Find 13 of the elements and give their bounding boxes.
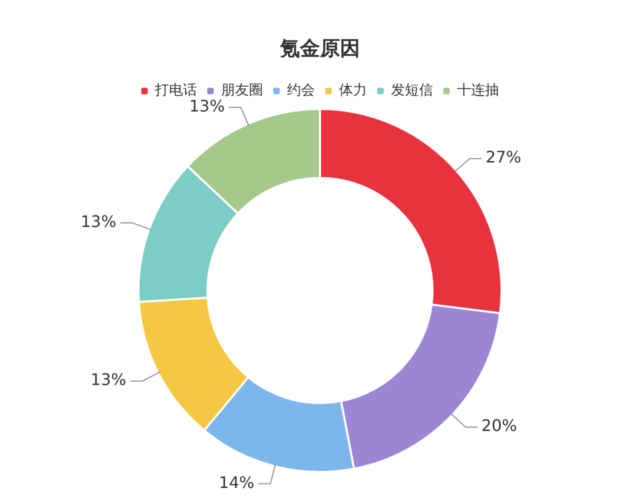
data-label: 13%	[189, 96, 225, 116]
data-label: 13%	[80, 212, 116, 232]
data-label: 27%	[486, 148, 522, 167]
legend-label: 体力	[339, 82, 367, 99]
data-label: 14%	[218, 472, 254, 492]
data-label: 13%	[90, 370, 126, 390]
legend-label: 约会	[287, 82, 315, 99]
chart-title: 氪金原因	[279, 36, 360, 60]
legend-label: 打电话	[154, 82, 197, 99]
legend-label: 发短信	[391, 82, 433, 99]
data-label: 20%	[481, 416, 517, 436]
legend-label: 十连抽	[457, 82, 499, 99]
legend-label: 朋友圈	[221, 82, 263, 99]
